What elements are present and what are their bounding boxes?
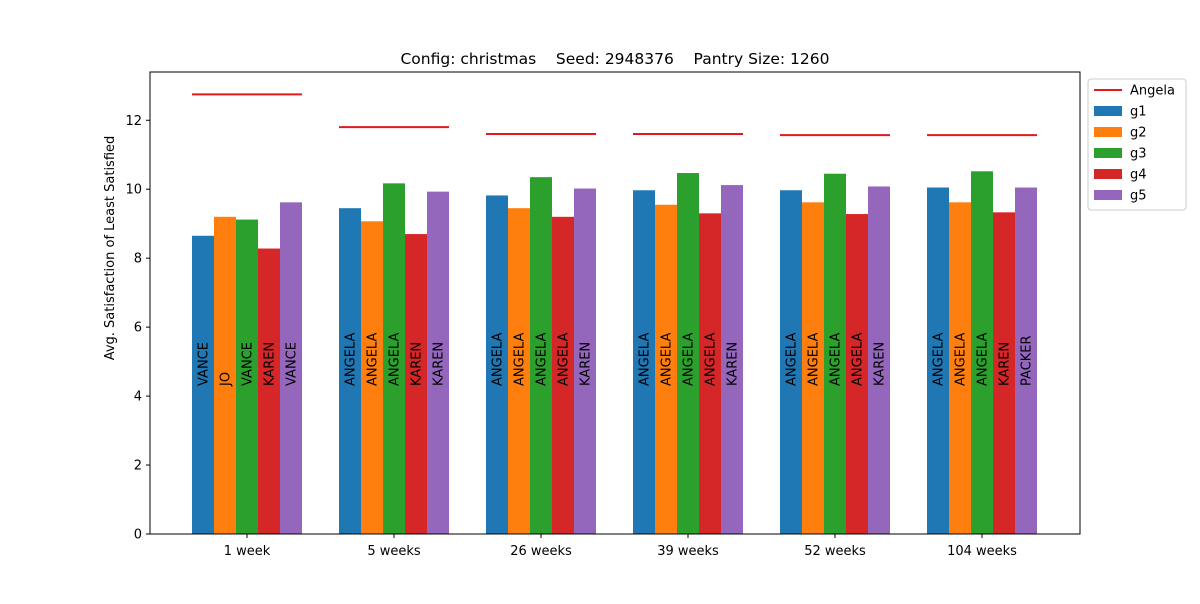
bar-g1-3 [633, 190, 655, 534]
bar-label: VANCE [241, 342, 256, 386]
y-tick-label: 4 [134, 390, 142, 405]
x-tick-label: 1 week [224, 544, 271, 559]
bar-label: KAREN [432, 342, 447, 386]
legend-swatch-g4 [1094, 169, 1122, 179]
y-tick-label: 10 [125, 183, 142, 198]
bar-g3-2 [530, 177, 552, 534]
y-tick-label: 2 [134, 459, 142, 474]
bar-label: ANGELA [954, 333, 969, 386]
legend-label: g4 [1130, 168, 1147, 183]
plot-area: VANCE JO VANCE KAREN VANCE 1 week ANGELA ANGELA… [125, 71, 1081, 559]
bar-label: ANGELA [851, 333, 866, 386]
bar-label: ANGELA [344, 333, 359, 386]
bar-label: ANGELA [388, 333, 403, 386]
bar-label: ANGELA [829, 333, 844, 386]
bar-label: ANGELA [660, 333, 675, 386]
bar-g2-0 [214, 216, 236, 534]
legend-swatch-g1 [1094, 106, 1122, 116]
bar-label: ANGELA [638, 333, 653, 386]
bar-label: ANGELA [682, 333, 697, 386]
bar-label: ANGELA [513, 333, 528, 386]
y-tick-label: 6 [134, 321, 142, 336]
y-tick-label: 0 [134, 528, 142, 543]
bar-label: VANCE [197, 342, 212, 386]
legend-label: g2 [1130, 126, 1147, 141]
y-tick-label: 8 [134, 252, 142, 267]
bar-label: KAREN [998, 342, 1013, 386]
bar-g5-1 [427, 191, 449, 534]
bar-label: KAREN [579, 342, 594, 386]
x-tick-label: 26 weeks [510, 544, 572, 559]
bar-g2-2 [508, 208, 530, 534]
bar-label: KAREN [873, 342, 888, 386]
legend-label: Angela [1130, 84, 1175, 99]
legend: Angela g1 g2 g3 g4 g5 [1087, 78, 1187, 211]
bar-label: JO [219, 372, 234, 387]
bar-label: ANGELA [366, 333, 381, 386]
bar-g1-0 [192, 235, 214, 534]
bar-g1-5 [927, 187, 949, 534]
bar-g5-5 [1015, 187, 1037, 534]
x-tick-label: 39 weeks [657, 544, 719, 559]
legend-label: g1 [1130, 105, 1147, 120]
bar-g1-2 [486, 195, 508, 534]
legend-swatch-g2 [1094, 127, 1122, 137]
bar-g5-4 [868, 186, 890, 534]
y-axis-label: Avg. Satisfaction of Least Satisfied [103, 136, 118, 361]
bar-g4-0 [258, 248, 280, 534]
bar-label: KAREN [263, 342, 278, 386]
bar-label: ANGELA [807, 333, 822, 386]
legend-label: g3 [1130, 147, 1147, 162]
bar-g2-4 [802, 202, 824, 534]
legend-swatch-g5 [1094, 190, 1122, 200]
bar-g5-3 [721, 185, 743, 535]
y-tick-label: 12 [125, 114, 142, 129]
bar-label: KAREN [726, 342, 741, 386]
bar-label: ANGELA [535, 333, 550, 386]
bar-label: ANGELA [976, 333, 991, 386]
bar-g5-2 [574, 188, 596, 534]
bar-label: KAREN [410, 342, 425, 386]
legend-label: g5 [1130, 189, 1147, 204]
plot-frame [149, 71, 1081, 535]
bar-label: PACKER [1020, 335, 1035, 386]
bar-g4-4 [846, 214, 868, 534]
chart-title: Config: christmas Seed: 2948376 Pantry S… [400, 50, 829, 68]
bar-g5-0 [280, 202, 302, 534]
bar-g2-3 [655, 204, 677, 534]
bar-g4-2 [552, 216, 574, 534]
bar-g3-3 [677, 173, 699, 534]
bar-g3-1 [383, 183, 405, 535]
bar-g1-1 [339, 208, 361, 534]
bar-label: ANGELA [704, 333, 719, 386]
bar-label: ANGELA [785, 333, 800, 386]
x-tick-label: 104 weeks [947, 544, 1017, 559]
bar-label: ANGELA [491, 333, 506, 386]
bar-label: VANCE [285, 342, 300, 386]
x-tick-label: 5 weeks [367, 544, 421, 559]
bar-g4-5 [993, 212, 1015, 534]
bar-g2-5 [949, 202, 971, 534]
bar-g1-4 [780, 190, 802, 534]
bar-g4-3 [699, 213, 721, 534]
x-tick-label: 52 weeks [804, 544, 866, 559]
bar-g3-5 [971, 171, 993, 534]
legend-swatch-g3 [1094, 148, 1122, 158]
bar-label: ANGELA [557, 333, 572, 386]
bar-g2-1 [361, 221, 383, 534]
bar-label: ANGELA [932, 333, 947, 386]
bar-g4-1 [405, 234, 427, 534]
bar-g3-4 [824, 173, 846, 534]
bar-g3-0 [236, 219, 258, 534]
